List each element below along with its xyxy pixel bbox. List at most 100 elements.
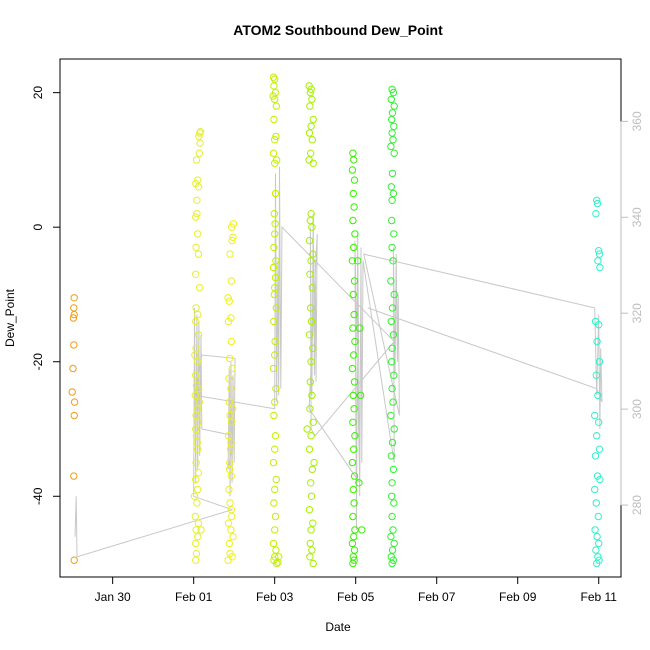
- data-point: [350, 532, 358, 541]
- data-point: [70, 411, 78, 420]
- data-point: [308, 465, 316, 474]
- x-tick-label: Feb 07: [418, 590, 456, 604]
- data-point: [308, 391, 316, 400]
- data-point: [192, 458, 200, 467]
- data-point: [224, 432, 233, 440]
- data-point: [226, 465, 234, 474]
- data-point: [228, 223, 236, 231]
- y-tick-label-right: 360: [630, 111, 644, 131]
- data-point: [349, 559, 357, 568]
- data-point: [355, 479, 363, 487]
- x-tick-label: Feb 01: [175, 590, 213, 604]
- data-point: [227, 506, 236, 514]
- data-point: [390, 539, 398, 548]
- data-point: [305, 236, 314, 245]
- data-point: [305, 506, 314, 514]
- data-point: [228, 405, 237, 413]
- data-point: [388, 304, 397, 312]
- data-point: [272, 546, 280, 554]
- data-point: [390, 149, 398, 157]
- data-point: [271, 485, 279, 494]
- data-point: [594, 512, 602, 521]
- data-point: [349, 189, 357, 198]
- data-point: [70, 556, 78, 564]
- x-tick-label: Feb 05: [337, 590, 375, 604]
- data-point: [358, 526, 366, 534]
- data-point: [592, 371, 600, 379]
- data-point: [349, 149, 357, 157]
- data-point: [595, 247, 603, 255]
- x-tick-label: Jan 30: [95, 590, 131, 604]
- data-point: [271, 75, 279, 83]
- data-point: [227, 337, 236, 346]
- data-point: [388, 169, 397, 178]
- data-point: [349, 418, 357, 426]
- data-point: [350, 556, 358, 564]
- data-point: [271, 432, 280, 440]
- y-axis-right: 280 300 320 340 360: [620, 111, 644, 515]
- y-axis-label: Dew_Point: [3, 288, 17, 347]
- data-point: [595, 358, 604, 366]
- x-tick-label: Feb 03: [256, 590, 294, 604]
- data-point: [309, 519, 317, 527]
- data-point: [192, 243, 200, 252]
- data-point: [271, 398, 279, 406]
- point-group: [190, 128, 205, 564]
- data-point: [356, 391, 365, 400]
- data-point: [271, 337, 279, 346]
- data-point: [307, 358, 315, 366]
- data-point: [307, 526, 315, 534]
- data-point: [595, 418, 603, 426]
- y-tick-label-right: 320: [630, 303, 644, 323]
- data-point: [593, 337, 601, 346]
- data-point: [596, 475, 604, 484]
- data-point: [388, 546, 397, 554]
- chart-title: ATOM2 Southbound Dew_Point: [233, 22, 443, 38]
- data-point: [390, 230, 398, 238]
- x-tick-label: Feb 11: [580, 590, 617, 604]
- data-point: [387, 277, 395, 285]
- data-point: [351, 432, 359, 440]
- data-point: [349, 216, 357, 225]
- data-point: [308, 136, 316, 144]
- data-point: [271, 445, 279, 453]
- data-point: [192, 156, 201, 164]
- data-point: [271, 95, 279, 104]
- data-point: [227, 438, 235, 447]
- data-point: [224, 556, 232, 564]
- data-point: [306, 539, 314, 548]
- data-point: [390, 122, 398, 131]
- data-point: [308, 284, 316, 292]
- data-point: [307, 149, 315, 157]
- data-point: [270, 317, 278, 326]
- data-point: [194, 418, 202, 426]
- data-point: [269, 364, 278, 373]
- data-point: [197, 526, 205, 534]
- data-point: [595, 321, 603, 329]
- data-point: [196, 129, 204, 137]
- data-point: [307, 304, 315, 312]
- data-point: [595, 250, 604, 258]
- data-point: [225, 485, 233, 494]
- data-point: [70, 310, 78, 319]
- data-point: [348, 458, 357, 467]
- data-point: [387, 142, 395, 151]
- data-point: [196, 284, 204, 292]
- data-point: [388, 85, 396, 94]
- data-point: [226, 354, 234, 363]
- x-tick-label: Feb 09: [499, 590, 537, 604]
- data-point: [390, 371, 398, 379]
- data-point: [350, 156, 358, 164]
- y-tick-label-left: -40: [31, 487, 45, 505]
- data-point: [390, 499, 398, 507]
- data-point: [309, 559, 317, 568]
- data-point: [349, 290, 357, 299]
- data-point: [308, 95, 316, 104]
- data-point: [70, 304, 78, 312]
- data-point: [305, 156, 313, 164]
- data-point: [348, 364, 357, 373]
- data-point: [594, 391, 602, 400]
- data-point: [305, 445, 314, 453]
- data-point: [305, 331, 314, 339]
- x-axis: Jan 30 Feb 01 Feb 03 Feb 05 Feb 07 Feb 09 Feb …: [95, 576, 617, 604]
